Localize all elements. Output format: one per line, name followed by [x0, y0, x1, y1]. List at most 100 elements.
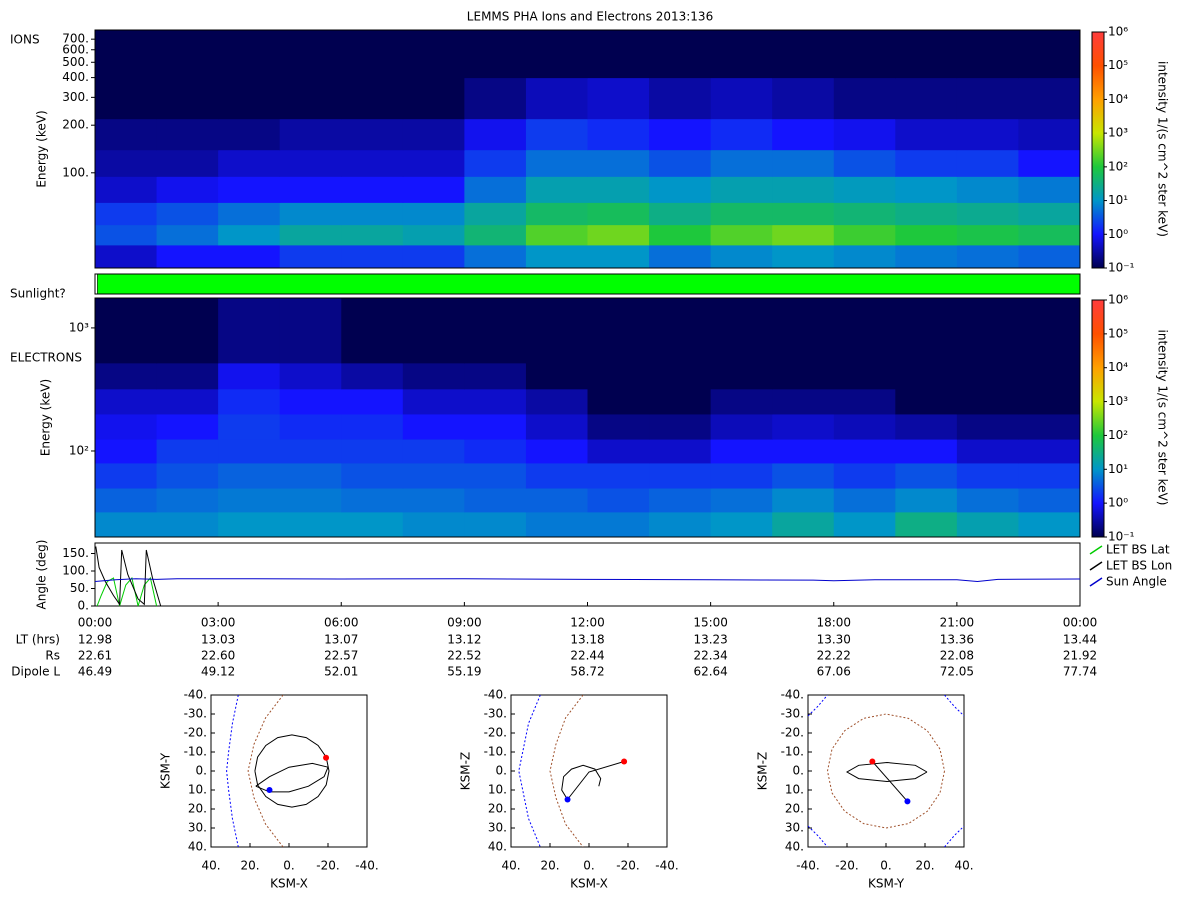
- heatmap-cell: [218, 388, 281, 415]
- heatmap-cell: [1018, 176, 1081, 203]
- ephemeris-value: 52.01: [324, 665, 358, 679]
- heatmap-cell: [341, 388, 404, 415]
- x-tick-label: -20.: [616, 859, 639, 873]
- colorbar-tick-label: 10⁻¹: [1108, 261, 1135, 275]
- heatmap-cell: [956, 118, 1019, 151]
- heatmap-cell: [649, 77, 712, 120]
- ephemeris-value: 21.92: [1063, 649, 1097, 663]
- heatmap-cell: [587, 149, 650, 177]
- heatmap-cell: [833, 224, 896, 246]
- heatmap-cell: [525, 118, 588, 151]
- heatmap-cell: [1018, 388, 1081, 415]
- heatmap-cell: [95, 30, 158, 79]
- heatmap-cell: [710, 244, 773, 269]
- heatmap-cell: [279, 362, 342, 390]
- heatmap-cell: [279, 77, 342, 120]
- ephemeris-value: 22.57: [324, 649, 358, 663]
- heatmap-cell: [402, 462, 465, 489]
- heatmap-cell: [649, 224, 712, 246]
- y-axis-label: KSM-Z: [756, 752, 770, 790]
- heatmap-cell: [710, 202, 773, 226]
- heatmap-cell: [772, 439, 835, 464]
- heatmap-cell: [156, 118, 219, 151]
- heatmap-cell: [1018, 30, 1081, 79]
- heatmap-cell: [525, 298, 588, 364]
- heatmap-cell: [956, 244, 1019, 269]
- heatmap-cell: [218, 224, 281, 246]
- y-tick-label: 10.: [188, 783, 207, 797]
- y-tick-label: -40.: [184, 688, 207, 702]
- x-tick-label: 15:00: [693, 616, 728, 630]
- y-tick-label: 0.: [78, 599, 89, 613]
- heatmap-cell: [156, 488, 219, 513]
- y-tick-label: -10.: [781, 745, 804, 759]
- heatmap-cell: [772, 462, 835, 489]
- y-tick-label: -40.: [484, 688, 507, 702]
- heatmap-cell: [525, 244, 588, 269]
- legend-swatch: [1089, 577, 1103, 587]
- plot-frame: [807, 694, 965, 848]
- legend-label: LET BS Lat: [1106, 543, 1170, 557]
- heatmap-cell: [895, 30, 958, 79]
- ephemeris-value: 13.12: [447, 633, 481, 647]
- ephemeris-value: 13.07: [324, 633, 358, 647]
- heatmap-cell: [279, 298, 342, 364]
- colorbar-label: intensity 1/(s cm^2 ster keV): [1156, 61, 1170, 237]
- y-tick-label: 20.: [785, 802, 804, 816]
- y-tick-label: -20.: [781, 726, 804, 740]
- heatmap-cell: [1018, 118, 1081, 151]
- heatmap-cell: [649, 118, 712, 151]
- ephemeris-value: 22.52: [447, 649, 481, 663]
- heatmap-cell: [464, 118, 527, 151]
- y-tick-label: 30.: [785, 821, 804, 835]
- heatmap-cell: [156, 202, 219, 226]
- heatmap-cell: [895, 439, 958, 464]
- heatmap-cell: [772, 388, 835, 415]
- heatmap-cell: [341, 462, 404, 489]
- heatmap-cell: [772, 30, 835, 79]
- heatmap-cell: [895, 488, 958, 513]
- heatmap-cell: [587, 388, 650, 415]
- heatmap-cell: [587, 77, 650, 120]
- heatmap-cell: [956, 176, 1019, 203]
- heatmap-cell: [341, 511, 404, 538]
- x-tick-label: -40.: [655, 859, 678, 873]
- heatmap-cell: [710, 388, 773, 415]
- heatmap-cell: [464, 298, 527, 364]
- heatmap-cell: [156, 30, 219, 79]
- heatmap-cell: [279, 224, 342, 246]
- heatmap-cell: [587, 362, 650, 390]
- y-tick-label: 20.: [188, 802, 207, 816]
- heatmap-cell: [464, 176, 527, 203]
- panel-label: ELECTRONS: [10, 351, 82, 365]
- x-tick-label: 40.: [201, 859, 220, 873]
- heatmap-cell: [341, 176, 404, 203]
- heatmap-cell: [525, 439, 588, 464]
- heatmap-cell: [464, 244, 527, 269]
- plot-frame: [94, 29, 1081, 269]
- y-tick-label: -40.: [781, 688, 804, 702]
- heatmap-cell: [525, 511, 588, 538]
- colorbar-tick-label: 10⁶: [1108, 293, 1128, 307]
- heatmap-cell: [464, 362, 527, 390]
- ephemeris-value: 22.08: [940, 649, 974, 663]
- heatmap-cell: [1018, 362, 1081, 390]
- plot-frame: [94, 542, 1081, 607]
- colorbar: [1091, 31, 1105, 269]
- heatmap-cell: [710, 224, 773, 246]
- heatmap-cell: [402, 244, 465, 269]
- heatmap-cell: [1018, 511, 1081, 538]
- heatmap-cell: [1018, 77, 1081, 120]
- heatmap-cell: [1018, 462, 1081, 489]
- y-tick-label: 10.: [488, 783, 507, 797]
- orbit-line: [255, 762, 329, 793]
- heatmap-cell: [772, 77, 835, 120]
- heatmap-cell: [464, 511, 527, 538]
- y-tick-label: 700.: [62, 32, 89, 46]
- y-tick-label: 0.: [496, 764, 507, 778]
- heatmap-cell: [710, 462, 773, 489]
- ephemeris-value: 13.03: [201, 633, 235, 647]
- heatmap-cell: [895, 413, 958, 440]
- heatmap-cell: [895, 224, 958, 246]
- y-tick-label: 40.: [785, 840, 804, 854]
